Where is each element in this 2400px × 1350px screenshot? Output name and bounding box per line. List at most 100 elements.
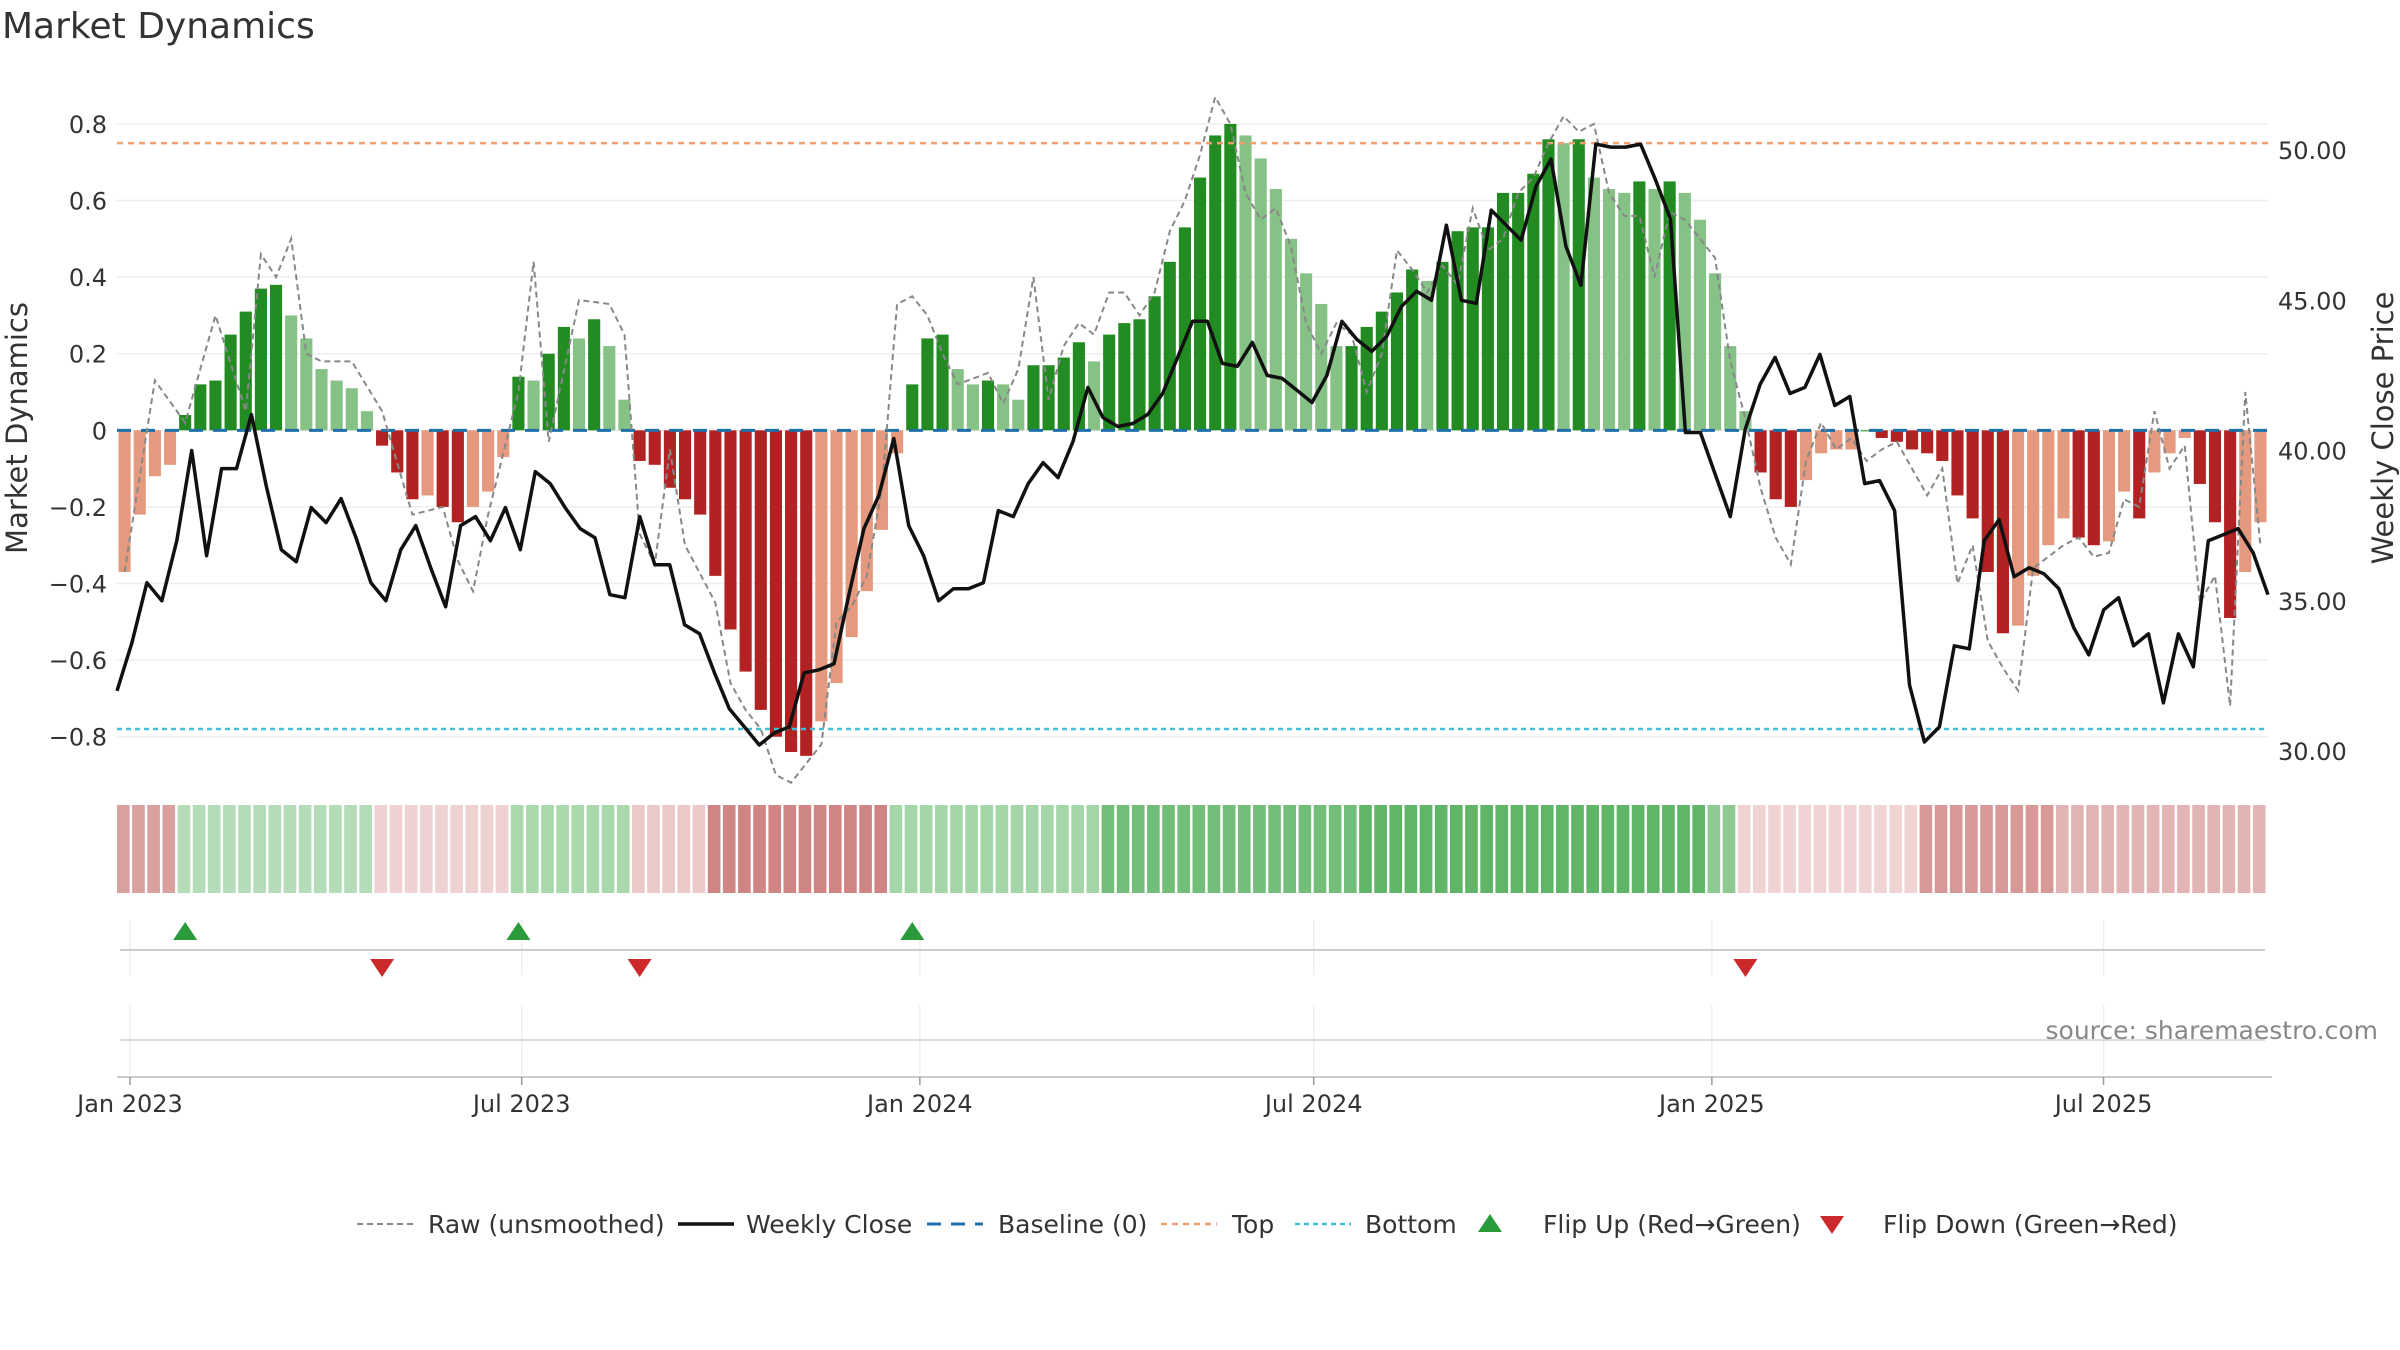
ribbon-cell bbox=[2040, 805, 2054, 893]
bar bbox=[1815, 430, 1828, 454]
ribbon-cell bbox=[223, 805, 236, 893]
ribbon-cell bbox=[1571, 805, 1584, 893]
ribbon-cell bbox=[2146, 805, 2160, 893]
bar bbox=[1754, 430, 1767, 473]
bar bbox=[163, 430, 177, 465]
ticks-layer: −0.8 −0.6 −0.4 −0.2 0 0.2 0.4 0.6 0.8 30.00 35.00 4… bbox=[49, 111, 2347, 766]
bar bbox=[1209, 135, 1222, 431]
ribbon-cell bbox=[268, 805, 282, 893]
ribbon-cell bbox=[465, 805, 479, 893]
ribbon-cell bbox=[1268, 805, 1281, 893]
bar bbox=[315, 369, 328, 431]
legend-item-bottom: Bottom bbox=[1295, 1210, 1457, 1239]
ribbon-cell bbox=[541, 805, 554, 893]
bar bbox=[1572, 139, 1585, 431]
bar bbox=[1345, 346, 1358, 431]
ribbon-cell bbox=[707, 805, 721, 893]
ribbon-cell bbox=[1843, 805, 1857, 893]
ribbon-cell bbox=[1737, 805, 1751, 893]
bar bbox=[860, 430, 873, 592]
bar bbox=[1133, 319, 1146, 431]
y-tick-label: −0.6 bbox=[49, 647, 107, 675]
bar bbox=[936, 334, 949, 431]
ribbon-cell bbox=[253, 805, 266, 893]
ribbon-cell bbox=[2207, 805, 2221, 893]
bar bbox=[1254, 158, 1267, 431]
bar bbox=[1557, 143, 1570, 431]
bar bbox=[300, 338, 313, 431]
legend-item-raw: Raw (unsmoothed) bbox=[357, 1210, 665, 1239]
bar bbox=[1375, 311, 1388, 431]
y-tick-label: 0.2 bbox=[69, 341, 107, 369]
ribbon-cell bbox=[586, 805, 600, 893]
bar bbox=[1799, 430, 1813, 481]
ribbon-cell bbox=[1328, 805, 1342, 893]
bar bbox=[1057, 357, 1070, 431]
ribbon-cell bbox=[1586, 805, 1599, 893]
ribbon-cell bbox=[1480, 805, 1493, 893]
ribbon-cell bbox=[2010, 805, 2024, 893]
bar bbox=[285, 315, 298, 431]
bar bbox=[724, 430, 737, 630]
ribbon-cell bbox=[1041, 805, 1054, 893]
ribbon-cell bbox=[192, 805, 206, 893]
bar bbox=[451, 430, 464, 523]
ribbon-cell bbox=[1434, 805, 1448, 893]
y-tick-label: −0.8 bbox=[49, 724, 107, 752]
flip-up-marker bbox=[173, 922, 198, 940]
bar bbox=[1784, 430, 1797, 507]
ribbon-cell bbox=[1525, 805, 1539, 893]
ribbon-cell bbox=[1162, 805, 1175, 893]
ribbon-cell bbox=[1752, 805, 1766, 893]
y2-tick-label: 45.00 bbox=[2278, 287, 2347, 315]
ribbon-cell bbox=[692, 805, 706, 893]
ribbon-cell bbox=[753, 805, 766, 893]
ribbon-cell bbox=[117, 805, 130, 893]
ribbon-cell bbox=[1813, 805, 1827, 893]
legend: Raw (unsmoothed) Weekly Close Baseline (0)… bbox=[357, 1210, 2178, 1239]
bar bbox=[1648, 189, 1661, 431]
ribbon-cell bbox=[1283, 805, 1297, 893]
bar bbox=[2118, 430, 2131, 492]
bar bbox=[330, 380, 343, 431]
bar bbox=[2027, 430, 2040, 576]
legend-item-flip-down: Flip Down (Green→Red) bbox=[1820, 1210, 2178, 1239]
bar bbox=[1936, 430, 1949, 461]
ribbon-cell bbox=[647, 805, 660, 893]
flip-down-marker bbox=[370, 959, 395, 977]
bar bbox=[1360, 326, 1373, 431]
ribbon-cell bbox=[1768, 805, 1781, 893]
bar bbox=[754, 430, 767, 710]
bar bbox=[2208, 430, 2222, 523]
ribbon-cell bbox=[662, 805, 675, 893]
legend-swatch-flip-down bbox=[1820, 1216, 1844, 1234]
ribbon-cell bbox=[1374, 805, 1387, 893]
bar bbox=[2102, 430, 2116, 542]
bar bbox=[224, 334, 237, 431]
source-note: source: sharemaestro.com bbox=[2046, 1016, 2379, 1045]
bar bbox=[527, 380, 540, 431]
bar bbox=[1633, 181, 1646, 431]
bar bbox=[981, 380, 995, 431]
bar bbox=[209, 380, 222, 431]
bar bbox=[2163, 430, 2176, 454]
y-tick-label: 0 bbox=[92, 417, 107, 445]
ribbon-cell bbox=[298, 805, 312, 893]
bar bbox=[1163, 261, 1176, 431]
bar bbox=[800, 430, 813, 756]
bar bbox=[1224, 123, 1237, 431]
ribbon-cell bbox=[1404, 805, 1418, 893]
ribbon-cell bbox=[813, 805, 827, 893]
lines-layer bbox=[115, 94, 2270, 784]
bar bbox=[694, 430, 707, 515]
ribbon-cell bbox=[1949, 805, 1963, 893]
ribbon-cell bbox=[344, 805, 357, 893]
ribbon-cell bbox=[1056, 805, 1069, 893]
ribbon-cell bbox=[783, 805, 797, 893]
legend-label: Bottom bbox=[1365, 1210, 1457, 1239]
bar bbox=[1951, 430, 1964, 496]
ribbon-cell bbox=[1086, 805, 1100, 893]
ribbon-cell bbox=[1313, 805, 1327, 893]
ribbon-cell bbox=[677, 805, 691, 893]
regime-ribbon bbox=[117, 805, 2266, 893]
